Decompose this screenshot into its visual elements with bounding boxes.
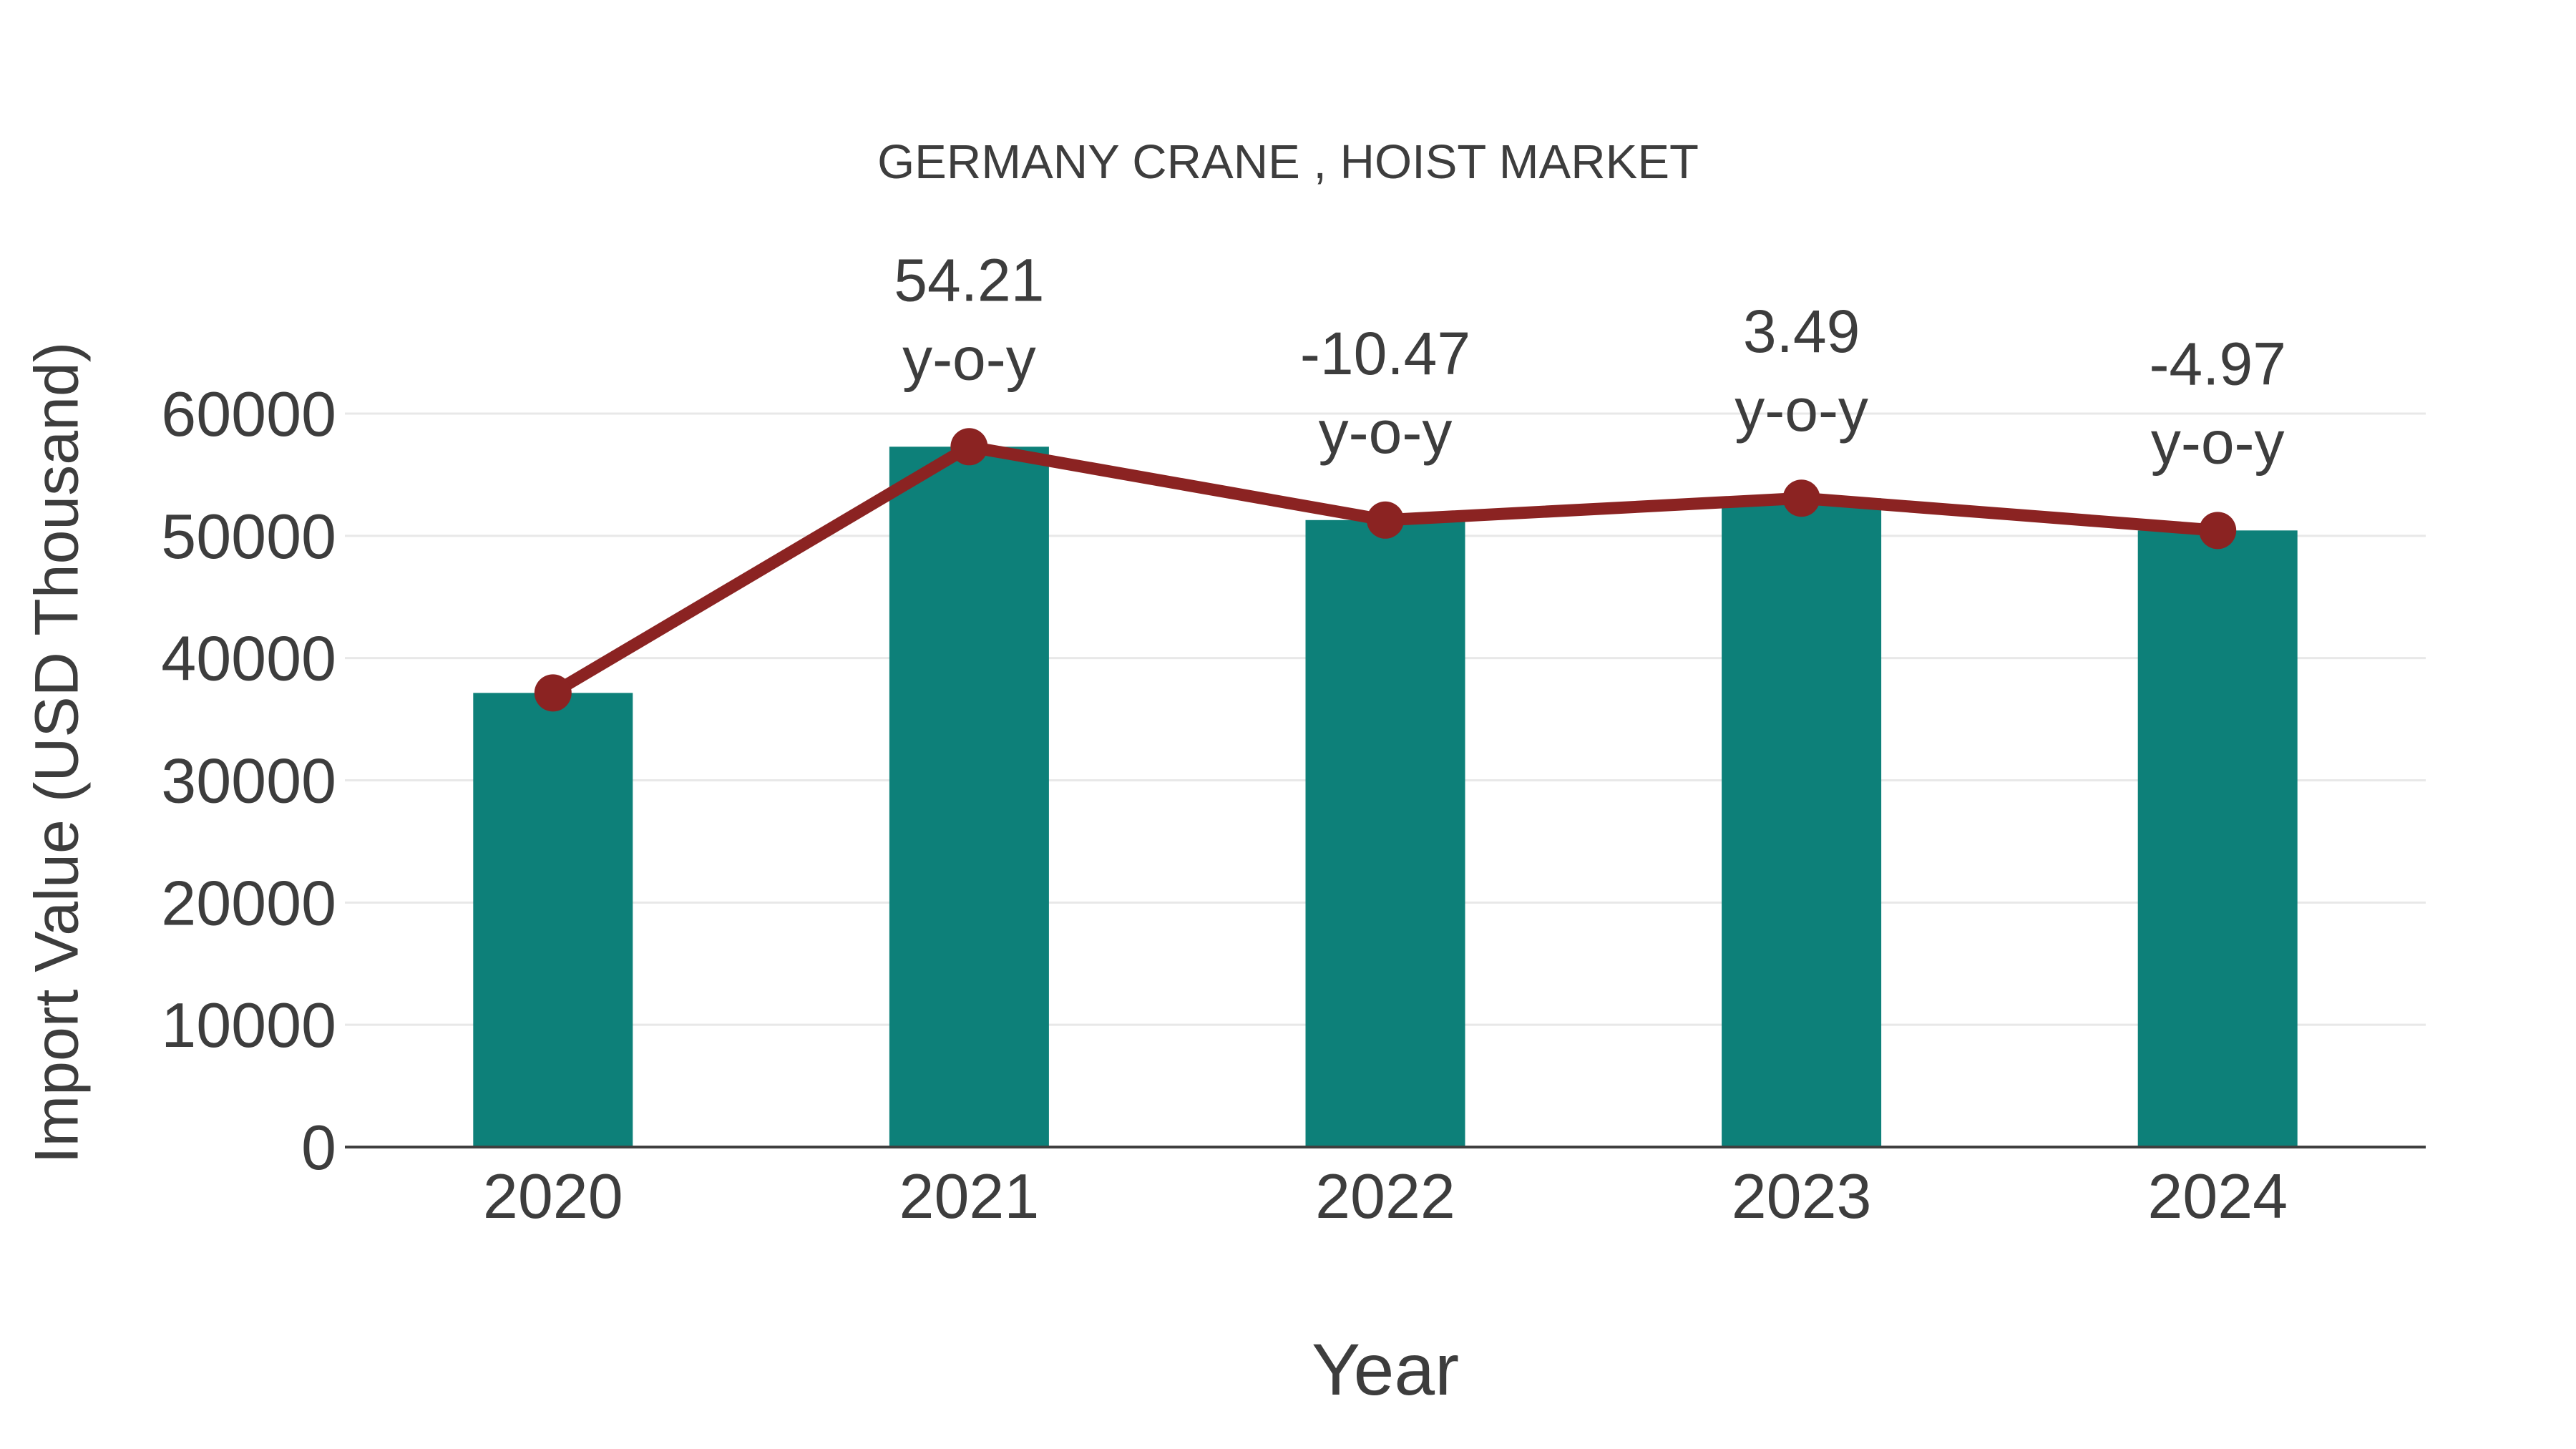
annotation-label-2022: y-o-y	[1319, 399, 1453, 466]
bar-2021	[889, 447, 1049, 1147]
y-tick-label-50000: 50000	[161, 501, 336, 572]
annotation-label-2024: y-o-y	[2151, 409, 2285, 476]
marker-2020	[534, 674, 572, 712]
x-axis-title: Year	[1311, 1329, 1460, 1410]
bar-2020	[473, 693, 633, 1147]
annotations-group: 54.21 y-o-y -10.47 y-o-y 3.49 y-o-y -4.97 y-o-y	[894, 246, 2286, 476]
annotation-value-2023: 3.49	[1743, 298, 1860, 365]
annotation-label-2021: y-o-y	[902, 325, 1036, 392]
y-tick-label-20000: 20000	[161, 867, 336, 938]
markers-group	[534, 428, 2237, 712]
x-tick-labels-group: 2020 2021 2022 2023 2024	[483, 1161, 2288, 1231]
annotation-value-2021: 54.21	[894, 246, 1044, 313]
annotation-value-2024: -4.97	[2149, 330, 2285, 397]
marker-2022	[1367, 501, 1404, 539]
x-tick-label-2021: 2021	[899, 1161, 1040, 1231]
x-tick-label-2024: 2024	[2147, 1161, 2288, 1231]
bar-2023	[1722, 498, 1882, 1147]
y-tick-label-40000: 40000	[161, 623, 336, 694]
y-tick-labels-group: 0 10000 20000 30000 40000 50000 60000	[161, 379, 336, 1183]
x-tick-label-2023: 2023	[1732, 1161, 1872, 1231]
y-axis-title: Import Value (USD Thousand)	[22, 341, 92, 1164]
annotation-value-2022: -10.47	[1300, 320, 1470, 387]
bar-2022	[1305, 519, 1465, 1147]
bars-group	[473, 447, 2298, 1147]
y-tick-label-60000: 60000	[161, 379, 336, 449]
marker-2021	[950, 428, 988, 466]
y-tick-label-0: 0	[301, 1112, 336, 1183]
x-tick-label-2020: 2020	[483, 1161, 623, 1231]
marker-2023	[1782, 479, 1820, 517]
y-tick-label-30000: 30000	[161, 746, 336, 816]
marker-2024	[2199, 512, 2237, 550]
x-tick-label-2022: 2022	[1315, 1161, 1455, 1231]
bar-2024	[2137, 530, 2298, 1147]
annotation-label-2023: y-o-y	[1735, 376, 1868, 444]
y-tick-label-10000: 10000	[161, 990, 336, 1060]
chart-title: GERMANY CRANE , HOIST MARKET	[877, 135, 1699, 189]
